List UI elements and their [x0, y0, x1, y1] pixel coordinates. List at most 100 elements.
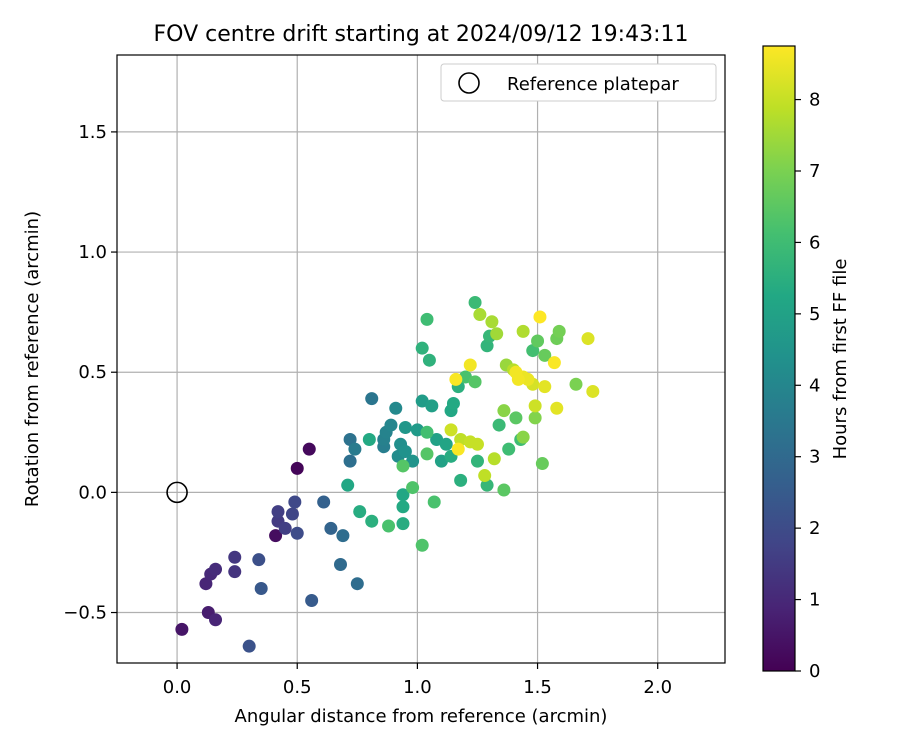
data-point — [430, 433, 444, 447]
data-point — [406, 481, 420, 495]
data-point — [509, 411, 523, 425]
data-point — [516, 430, 530, 444]
y-tick-label: 0.5 — [78, 362, 107, 383]
reference-marker — [166, 481, 188, 504]
data-point — [473, 308, 487, 322]
data-point — [487, 452, 501, 466]
legend-marker-icon — [458, 72, 480, 94]
colorbar-ticks: 0 1 2 3 4 5 6 7 8 — [795, 90, 820, 682]
data-point — [586, 384, 600, 398]
x-tick-label: 0.0 — [163, 677, 192, 698]
data-point — [468, 375, 482, 389]
data-point — [420, 312, 434, 326]
data-point — [269, 529, 283, 543]
data-point — [396, 517, 410, 531]
x-axis-ticks: 0.0 0.5 1.0 1.5 2.0 — [163, 663, 672, 698]
data-point — [365, 392, 379, 406]
data-point — [271, 505, 285, 519]
data-point — [252, 553, 266, 567]
data-point — [533, 310, 547, 324]
data-point — [415, 394, 429, 408]
y-tick-label: 1.5 — [78, 122, 107, 143]
data-point — [384, 418, 398, 432]
data-point — [406, 454, 420, 468]
y-axis-ticks: −0.5 0.0 0.5 1.0 1.5 — [63, 122, 117, 624]
data-point — [365, 514, 379, 528]
data-point — [478, 469, 492, 483]
data-point — [415, 538, 429, 552]
data-point — [449, 372, 463, 386]
data-point — [350, 577, 364, 591]
data-point — [396, 459, 410, 473]
data-point — [535, 457, 549, 471]
plot-frame — [116, 54, 726, 664]
data-points — [175, 296, 600, 653]
data-point — [569, 377, 583, 391]
data-point — [470, 454, 484, 468]
data-point — [278, 521, 292, 535]
colorbar-tick-label: 3 — [809, 447, 820, 468]
data-point — [228, 550, 242, 564]
data-point — [446, 396, 460, 410]
colorbar-tick-label: 4 — [809, 375, 820, 396]
data-point — [454, 473, 468, 487]
data-point — [451, 442, 465, 456]
x-tick-label: 2.0 — [643, 677, 672, 698]
data-point — [348, 442, 362, 456]
data-point — [290, 526, 304, 540]
colorbar-label: Hours from first FF file — [830, 259, 851, 460]
data-point — [341, 478, 355, 492]
data-point — [302, 442, 316, 456]
data-point — [420, 425, 434, 439]
x-tick-label: 1.0 — [403, 677, 432, 698]
y-tick-label: 0.0 — [78, 482, 107, 503]
data-point — [528, 411, 542, 425]
data-point — [492, 418, 506, 432]
data-point — [490, 327, 504, 341]
data-point — [336, 529, 350, 543]
data-point — [228, 565, 242, 579]
data-point — [550, 401, 564, 415]
data-point — [199, 577, 213, 591]
data-point — [531, 334, 545, 348]
data-point — [497, 404, 511, 418]
data-point — [425, 399, 439, 413]
data-point — [434, 454, 448, 468]
colorbar: 0 1 2 3 4 5 6 7 8 Hours from first FF file — [762, 45, 851, 682]
data-point — [509, 365, 523, 379]
colorbar-tick-label: 0 — [809, 661, 820, 682]
data-point — [516, 324, 530, 338]
colorbar-tick-label: 6 — [809, 232, 820, 253]
data-point — [333, 557, 347, 571]
data-point — [526, 344, 540, 358]
data-point — [398, 420, 412, 434]
colorbar-tick-label: 2 — [809, 518, 820, 539]
data-point — [485, 315, 499, 329]
data-point — [470, 437, 484, 451]
data-point — [463, 358, 477, 372]
x-tick-label: 1.5 — [523, 677, 552, 698]
grid-lines — [117, 55, 725, 663]
data-point — [521, 372, 535, 386]
data-point — [439, 437, 453, 451]
data-point — [285, 507, 299, 521]
data-point — [254, 582, 268, 596]
data-point — [502, 442, 516, 456]
data-point — [290, 461, 304, 475]
data-point — [209, 613, 223, 627]
data-point — [175, 622, 189, 636]
colorbar-tick-label: 1 — [809, 590, 820, 611]
colorbar-tick-label: 8 — [809, 90, 820, 111]
data-point — [444, 423, 458, 437]
colorbar-gradient — [762, 45, 796, 672]
data-point — [581, 332, 595, 346]
data-point — [305, 594, 319, 608]
data-point — [420, 447, 434, 461]
data-point — [552, 324, 566, 338]
x-axis-label: Angular distance from reference (arcmin) — [235, 706, 608, 727]
data-point — [389, 401, 403, 415]
y-axis-label: Rotation from reference (arcmin) — [22, 211, 43, 507]
data-point — [528, 399, 542, 413]
data-point — [288, 495, 302, 509]
